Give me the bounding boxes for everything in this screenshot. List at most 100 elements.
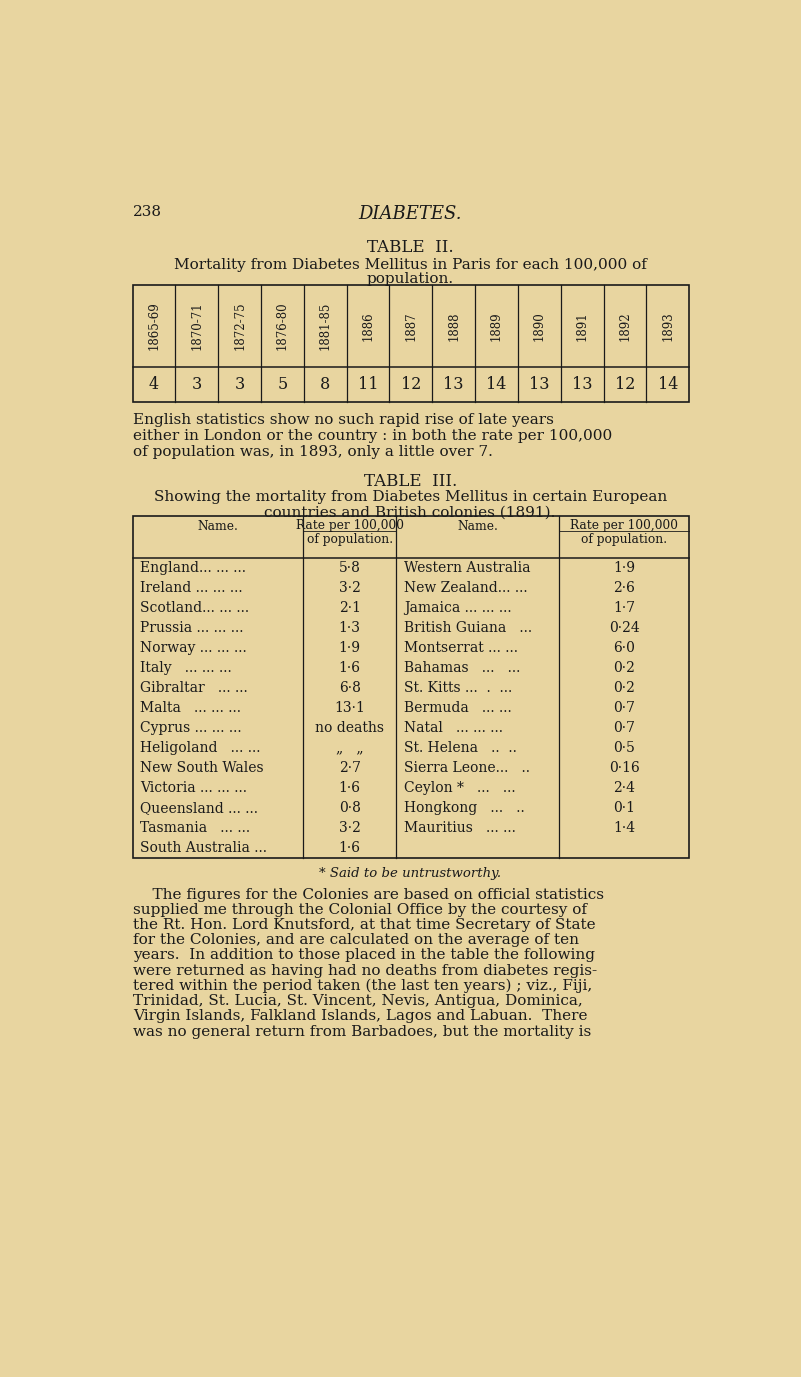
Text: 1870-71: 1870-71: [191, 302, 203, 350]
Text: South Australia ...: South Australia ...: [140, 841, 268, 855]
Text: Queensland ... ...: Queensland ... ...: [140, 801, 259, 815]
Text: 1893: 1893: [661, 311, 674, 340]
Text: 1865-69: 1865-69: [147, 302, 160, 350]
Text: Rate per 100,000: Rate per 100,000: [570, 519, 678, 532]
Text: Name.: Name.: [198, 521, 239, 533]
Text: 1·3: 1·3: [339, 621, 360, 635]
Text: Jamaica ... ... ...: Jamaica ... ... ...: [404, 600, 512, 616]
Text: 2·1: 2·1: [339, 600, 360, 616]
Text: 13: 13: [444, 376, 464, 394]
Text: 12: 12: [614, 376, 635, 394]
Text: 13: 13: [572, 376, 593, 394]
Text: Montserrat ... ...: Montserrat ... ...: [404, 642, 518, 655]
Text: Norway ... ... ...: Norway ... ... ...: [140, 642, 248, 655]
Text: 0·7: 0·7: [613, 722, 635, 735]
Text: was no general return from Barbadoes, but the mortality is: was no general return from Barbadoes, bu…: [133, 1024, 591, 1038]
Text: DIABETES.: DIABETES.: [358, 205, 462, 223]
Text: 14: 14: [658, 376, 678, 394]
Text: the Rt. Hon. Lord Knutsford, at that time Secretary of State: the Rt. Hon. Lord Knutsford, at that tim…: [133, 918, 595, 932]
Text: countries and British colonies (1891).: countries and British colonies (1891).: [264, 505, 556, 519]
Text: TABLE  III.: TABLE III.: [364, 474, 457, 490]
Text: 2·4: 2·4: [613, 781, 635, 795]
Text: 0·5: 0·5: [613, 741, 635, 755]
Text: 1888: 1888: [447, 311, 461, 340]
Text: 12: 12: [400, 376, 421, 394]
Bar: [133, 285, 689, 402]
Text: 11: 11: [358, 376, 378, 394]
Text: 0·16: 0·16: [609, 761, 639, 775]
Text: 2·6: 2·6: [613, 581, 635, 595]
Text: 6·0: 6·0: [613, 642, 635, 655]
Text: British Guiana   ...: British Guiana ...: [404, 621, 532, 635]
Text: tered within the period taken (the last ten years) ; viz., Fiji,: tered within the period taken (the last …: [133, 979, 592, 993]
Text: either in London or the country : in both the rate per 100,000: either in London or the country : in bot…: [133, 430, 612, 443]
Text: The figures for the Colonies are based on official statistics: The figures for the Colonies are based o…: [133, 888, 604, 902]
Text: Ireland ... ... ...: Ireland ... ... ...: [140, 581, 243, 595]
Text: England... ... ...: England... ... ...: [140, 560, 247, 576]
Text: English statistics show no such rapid rise of late years: English statistics show no such rapid ri…: [133, 413, 553, 427]
Text: 1872-75: 1872-75: [233, 302, 246, 350]
Text: Malta   ... ... ...: Malta ... ... ...: [140, 701, 241, 715]
Text: Ceylon *   ...   ...: Ceylon * ... ...: [404, 781, 516, 795]
Text: „   „: „ „: [336, 741, 364, 755]
Text: 1886: 1886: [361, 311, 375, 340]
Text: 1892: 1892: [618, 311, 631, 340]
Text: 8: 8: [320, 376, 331, 394]
Text: 1·6: 1·6: [339, 661, 360, 675]
Text: 6·8: 6·8: [339, 682, 360, 695]
Text: 1891: 1891: [576, 311, 589, 340]
Text: TABLE  II.: TABLE II.: [367, 240, 453, 256]
Text: New Zealand... ...: New Zealand... ...: [404, 581, 528, 595]
Text: Mauritius   ... ...: Mauritius ... ...: [404, 821, 516, 836]
Text: Showing the mortality from Diabetes Mellitus in certain European: Showing the mortality from Diabetes Mell…: [154, 490, 666, 504]
Text: 3·2: 3·2: [339, 821, 360, 836]
Text: supplied me through the Colonial Office by the courtesy of: supplied me through the Colonial Office …: [133, 903, 586, 917]
Text: of population.: of population.: [307, 533, 392, 547]
Text: 1887: 1887: [405, 311, 417, 340]
Text: 4: 4: [149, 376, 159, 394]
Text: 3: 3: [235, 376, 245, 394]
Text: Bermuda   ... ...: Bermuda ... ...: [404, 701, 512, 715]
Text: 1881-85: 1881-85: [319, 302, 332, 350]
Text: St. Helena   ..  ..: St. Helena .. ..: [404, 741, 517, 755]
Text: New South Wales: New South Wales: [140, 761, 264, 775]
Text: 1876-80: 1876-80: [276, 302, 289, 350]
Text: Cyprus ... ... ...: Cyprus ... ... ...: [140, 722, 242, 735]
Text: Western Australia: Western Australia: [404, 560, 530, 576]
Text: Sierra Leone...   ..: Sierra Leone... ..: [404, 761, 530, 775]
Text: 1·4: 1·4: [613, 821, 635, 836]
Text: of population.: of population.: [581, 533, 667, 547]
Text: Trinidad, St. Lucia, St. Vincent, Nevis, Antigua, Dominica,: Trinidad, St. Lucia, St. Vincent, Nevis,…: [133, 994, 582, 1008]
Text: 1890: 1890: [533, 311, 545, 340]
Text: 0·2: 0·2: [613, 682, 635, 695]
Text: Heligoland   ... ...: Heligoland ... ...: [140, 741, 261, 755]
Text: 1·7: 1·7: [613, 600, 635, 616]
Text: 3: 3: [191, 376, 202, 394]
Text: no deaths: no deaths: [315, 722, 384, 735]
Text: 0·1: 0·1: [613, 801, 635, 815]
Text: 2·7: 2·7: [339, 761, 360, 775]
Text: 1889: 1889: [490, 311, 503, 340]
Text: Mortality from Diabetes Mellitus in Paris for each 100,000 of: Mortality from Diabetes Mellitus in Pari…: [174, 257, 646, 271]
Text: 1·6: 1·6: [339, 781, 360, 795]
Text: for the Colonies, and are calculated on the average of ten: for the Colonies, and are calculated on …: [133, 934, 578, 947]
Text: Rate per 100,000: Rate per 100,000: [296, 519, 404, 532]
Text: Tasmania   ... ...: Tasmania ... ...: [140, 821, 251, 836]
Text: Scotland... ... ...: Scotland... ... ...: [140, 600, 250, 616]
Text: Victoria ... ... ...: Victoria ... ... ...: [140, 781, 248, 795]
Text: 1·9: 1·9: [613, 560, 635, 576]
Text: St. Kitts ...  .  ...: St. Kitts ... . ...: [404, 682, 512, 695]
Text: 1·9: 1·9: [339, 642, 360, 655]
Text: 13·1: 13·1: [334, 701, 365, 715]
Text: 0·8: 0·8: [339, 801, 360, 815]
Text: years.  In addition to those placed in the table the following: years. In addition to those placed in th…: [133, 949, 594, 963]
Text: Bahamas   ...   ...: Bahamas ... ...: [404, 661, 521, 675]
Text: Virgin Islands, Falkland Islands, Lagos and Labuan.  There: Virgin Islands, Falkland Islands, Lagos …: [133, 1009, 587, 1023]
Text: 5·8: 5·8: [339, 560, 360, 576]
Text: 1·6: 1·6: [339, 841, 360, 855]
Text: 0·24: 0·24: [609, 621, 639, 635]
Text: 238: 238: [133, 205, 162, 219]
Text: of population was, in 1893, only a little over 7.: of population was, in 1893, only a littl…: [133, 445, 493, 459]
Text: 14: 14: [486, 376, 507, 394]
Text: Natal   ... ... ...: Natal ... ... ...: [404, 722, 503, 735]
